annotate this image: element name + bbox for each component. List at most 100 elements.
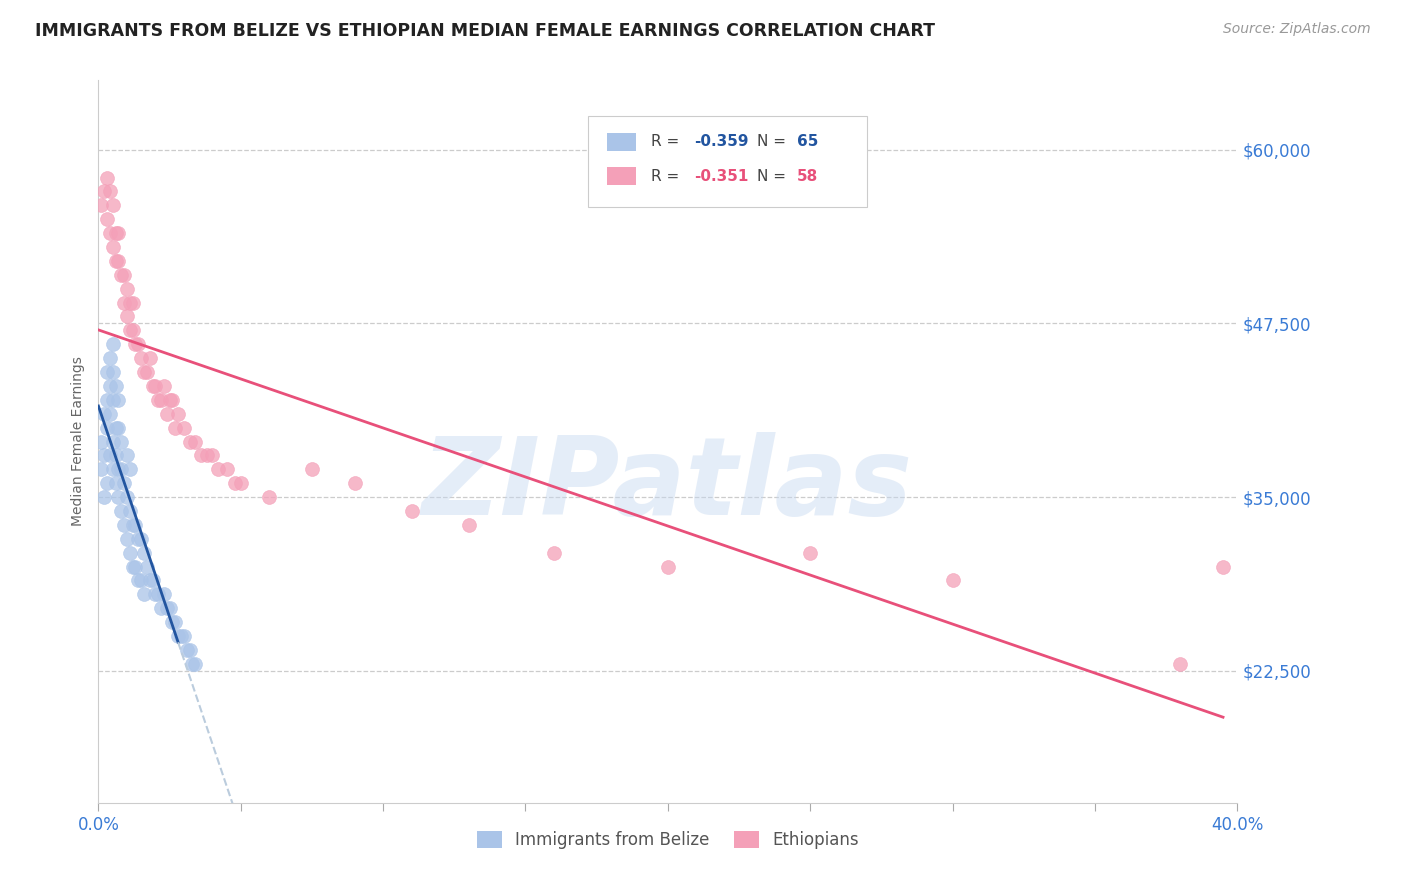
Text: Source: ZipAtlas.com: Source: ZipAtlas.com: [1223, 22, 1371, 37]
Point: [118, 462, 141, 476]
Point: [96, 392, 118, 407]
Point: [110, 434, 132, 449]
Point: [343, 476, 366, 491]
Text: ZIPatlas: ZIPatlas: [422, 432, 914, 538]
Point: [176, 643, 198, 657]
Text: 65: 65: [797, 134, 818, 149]
Point: [145, 587, 167, 601]
Point: [107, 490, 129, 504]
Point: [401, 504, 423, 518]
Point: [101, 240, 124, 254]
Point: [1212, 559, 1234, 574]
Point: [165, 420, 187, 434]
Point: [153, 587, 176, 601]
Point: [165, 615, 187, 630]
Point: [156, 407, 179, 421]
Point: [181, 657, 204, 671]
Point: [129, 532, 152, 546]
Point: [457, 517, 479, 532]
Point: [110, 268, 132, 282]
Point: [107, 462, 129, 476]
Point: [121, 559, 143, 574]
Point: [112, 295, 135, 310]
Point: [129, 351, 152, 366]
Point: [107, 392, 129, 407]
Point: [115, 282, 138, 296]
Point: [107, 420, 129, 434]
Point: [159, 601, 181, 615]
Point: [115, 449, 138, 463]
Text: N =: N =: [756, 169, 790, 184]
Point: [93, 490, 115, 504]
Point: [224, 476, 246, 491]
Point: [96, 476, 118, 491]
Point: [184, 434, 207, 449]
Point: [104, 226, 127, 240]
Point: [96, 420, 118, 434]
Point: [118, 323, 141, 337]
Text: -0.351: -0.351: [695, 169, 748, 184]
Point: [121, 323, 143, 337]
Point: [115, 310, 138, 324]
Point: [124, 559, 146, 574]
Text: 58: 58: [797, 169, 818, 184]
Bar: [607, 168, 636, 186]
Point: [101, 462, 124, 476]
Legend: Immigrants from Belize, Ethiopians: Immigrants from Belize, Ethiopians: [470, 824, 866, 856]
Point: [124, 337, 146, 351]
Point: [101, 434, 124, 449]
Point: [657, 559, 679, 574]
Point: [104, 253, 127, 268]
Point: [104, 420, 127, 434]
Point: [101, 337, 124, 351]
Point: [301, 462, 323, 476]
Point: [153, 379, 176, 393]
Point: [132, 365, 155, 379]
Point: [112, 268, 135, 282]
Point: [96, 170, 118, 185]
Point: [90, 462, 112, 476]
Point: [159, 392, 181, 407]
Point: [110, 504, 132, 518]
Point: [101, 198, 124, 212]
Point: [229, 476, 252, 491]
Text: R =: R =: [651, 169, 683, 184]
Point: [150, 601, 173, 615]
Text: IMMIGRANTS FROM BELIZE VS ETHIOPIAN MEDIAN FEMALE EARNINGS CORRELATION CHART: IMMIGRANTS FROM BELIZE VS ETHIOPIAN MEDI…: [35, 22, 935, 40]
Point: [104, 476, 127, 491]
Point: [135, 559, 157, 574]
Point: [162, 392, 184, 407]
Point: [135, 365, 157, 379]
Point: [124, 517, 146, 532]
Point: [96, 212, 118, 227]
Bar: [607, 133, 636, 151]
Text: -0.359: -0.359: [695, 134, 748, 149]
Point: [98, 351, 121, 366]
Point: [167, 629, 190, 643]
Point: [104, 379, 127, 393]
Point: [121, 295, 143, 310]
Point: [129, 574, 152, 588]
Point: [107, 226, 129, 240]
Point: [132, 587, 155, 601]
Point: [141, 574, 163, 588]
Point: [115, 532, 138, 546]
Point: [156, 601, 179, 615]
Point: [150, 392, 173, 407]
Point: [98, 379, 121, 393]
Point: [167, 407, 190, 421]
Point: [93, 407, 115, 421]
Point: [98, 185, 121, 199]
Point: [179, 434, 201, 449]
Point: [93, 449, 115, 463]
Point: [141, 379, 163, 393]
Point: [118, 295, 141, 310]
Point: [110, 462, 132, 476]
Point: [98, 226, 121, 240]
Point: [107, 253, 129, 268]
Point: [799, 546, 821, 560]
Point: [195, 449, 218, 463]
Point: [179, 643, 201, 657]
Point: [127, 532, 149, 546]
Point: [207, 462, 229, 476]
